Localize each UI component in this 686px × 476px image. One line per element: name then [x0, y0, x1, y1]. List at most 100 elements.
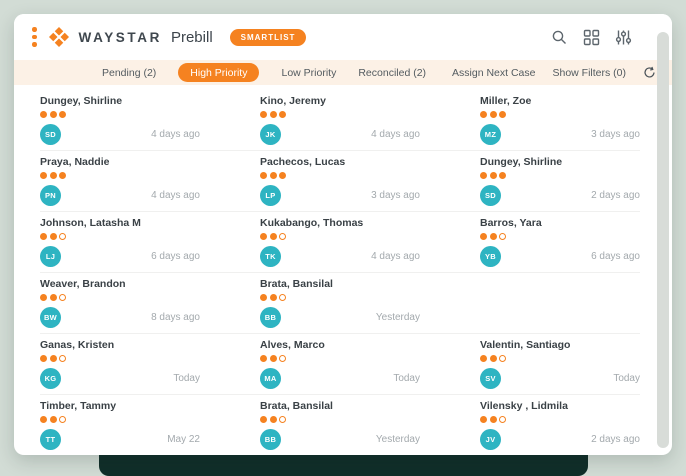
grid-view-icon[interactable]: [583, 29, 600, 46]
avatar[interactable]: SD: [480, 185, 501, 206]
avatar[interactable]: LJ: [40, 246, 61, 267]
avatar[interactable]: LP: [260, 185, 281, 206]
case-timestamp: 6 days ago: [591, 251, 640, 262]
case-card[interactable]: Dungey, Shirline SD 4 days ago: [40, 95, 200, 145]
card-footer: LP 3 days ago: [260, 185, 420, 206]
case-card[interactable]: Brata, Bansilal BB Yesterday: [260, 278, 420, 328]
case-timestamp: May 22: [167, 434, 200, 445]
tab[interactable]: Reconciled (2): [358, 64, 426, 82]
header-actions: [551, 29, 632, 46]
sliders-filter-icon[interactable]: [615, 29, 632, 46]
case-card[interactable]: Barros, Yara YB 6 days ago: [480, 217, 640, 267]
priority-dots: [480, 354, 640, 362]
patient-name: Barros, Yara: [480, 217, 542, 229]
card-row: Dungey, Shirline SD 4 days ago Kino, Jer…: [40, 90, 640, 151]
patient-name: Dungey, Shirline: [40, 95, 123, 107]
tab-label: Reconciled (2): [358, 66, 427, 79]
tab-label: High Priority: [190, 66, 248, 79]
avatar[interactable]: BW: [40, 307, 61, 328]
avatar[interactable]: JK: [260, 124, 281, 145]
case-card[interactable]: Vilensky , Lidmila JV 2 days ago: [480, 400, 640, 450]
case-card[interactable]: Alves, Marco MA Today: [260, 339, 420, 389]
case-card[interactable]: Ganas, Kristen KG Today: [40, 339, 200, 389]
avatar[interactable]: SV: [480, 368, 501, 389]
refresh-icon[interactable]: [643, 66, 656, 79]
card-footer: JV 2 days ago: [480, 429, 640, 450]
card-footer: MA Today: [260, 368, 420, 389]
avatar[interactable]: BB: [260, 307, 281, 328]
avatar[interactable]: TT: [40, 429, 61, 450]
avatar[interactable]: JV: [480, 429, 501, 450]
patient-name: Brata, Bansilal: [260, 400, 333, 412]
case-timestamp: Today: [613, 373, 640, 384]
case-card[interactable]: Weaver, Brandon BW 8 days ago: [40, 278, 200, 328]
card-footer: LJ 6 days ago: [40, 246, 200, 267]
case-card[interactable]: Miller, Zoe MZ 3 days ago: [480, 95, 640, 145]
avatar[interactable]: MZ: [480, 124, 501, 145]
tab[interactable]: Pending (2): [102, 64, 156, 82]
case-timestamp: 8 days ago: [151, 312, 200, 323]
priority-dots: [480, 110, 640, 118]
card-footer: SD 4 days ago: [40, 124, 200, 145]
priority-dots: [260, 110, 420, 118]
case-card[interactable]: Timber, Tammy TT May 22: [40, 400, 200, 450]
card-footer: MZ 3 days ago: [480, 124, 640, 145]
avatar[interactable]: KG: [40, 368, 61, 389]
case-card[interactable]: Brata, Bansilal BB Yesterday: [260, 400, 420, 450]
patient-name: Kukabango, Thomas: [260, 217, 364, 229]
priority-dots: [40, 110, 200, 118]
case-timestamp: Today: [393, 373, 420, 384]
search-icon[interactable]: [551, 29, 568, 46]
case-timestamp: 4 days ago: [371, 129, 420, 140]
scrollbar-track[interactable]: [657, 32, 669, 448]
priority-dots: [260, 293, 420, 301]
priority-dots: [480, 415, 640, 423]
avatar[interactable]: TK: [260, 246, 281, 267]
patient-name: Miller, Zoe: [480, 95, 532, 107]
priority-dots: [260, 171, 420, 179]
avatar[interactable]: SD: [40, 124, 61, 145]
avatar[interactable]: MA: [260, 368, 281, 389]
patient-name: Ganas, Kristen: [40, 339, 115, 351]
patient-name: Alves, Marco: [260, 339, 325, 351]
card-footer: SD 2 days ago: [480, 185, 640, 206]
assign-next-case-button[interactable]: Assign Next Case: [452, 66, 536, 79]
priority-dots: [480, 232, 640, 240]
tab-bar: Pending (2) High Priority Low Priority R…: [14, 60, 672, 85]
avatar[interactable]: YB: [480, 246, 501, 267]
kebab-menu-icon[interactable]: [32, 27, 37, 47]
patient-name: Timber, Tammy: [40, 400, 117, 412]
priority-dots: [260, 232, 420, 240]
device-stand: [99, 452, 588, 476]
case-card[interactable]: Pachecos, Lucas LP 3 days ago: [260, 156, 420, 206]
case-timestamp: Yesterday: [375, 312, 420, 323]
patient-name: Pachecos, Lucas: [260, 156, 346, 168]
case-timestamp: 3 days ago: [371, 190, 420, 201]
case-card[interactable]: Praya, Naddie PN 4 days ago: [40, 156, 200, 206]
tab[interactable]: High Priority: [178, 63, 260, 82]
case-card[interactable]: Johnson, Latasha M LJ 6 days ago: [40, 217, 200, 267]
card-row: Weaver, Brandon BW 8 days ago Brata, Ban…: [40, 273, 640, 334]
priority-dots: [260, 354, 420, 362]
case-card[interactable]: Valentin, Santiago SV Today: [480, 339, 640, 389]
case-card-grid: Dungey, Shirline SD 4 days ago Kino, Jer…: [14, 90, 672, 455]
tab-label: Pending (2): [102, 66, 157, 79]
card-footer: YB 6 days ago: [480, 246, 640, 267]
tab-label: Low Priority: [281, 66, 337, 79]
avatar[interactable]: PN: [40, 185, 61, 206]
card-footer: PN 4 days ago: [40, 185, 200, 206]
show-filters-button[interactable]: Show Filters (0): [552, 66, 626, 79]
card-footer: BB Yesterday: [260, 307, 420, 328]
case-card[interactable]: Kukabango, Thomas TK 4 days ago: [260, 217, 420, 267]
priority-dots: [480, 171, 640, 179]
tab[interactable]: Low Priority: [281, 64, 336, 82]
case-card[interactable]: Kino, Jeremy JK 4 days ago: [260, 95, 420, 145]
case-timestamp: Yesterday: [375, 434, 420, 445]
avatar[interactable]: BB: [260, 429, 281, 450]
card-footer: BB Yesterday: [260, 429, 420, 450]
card-footer: TT May 22: [40, 429, 200, 450]
priority-dots: [40, 232, 200, 240]
case-card[interactable]: Dungey, Shirline SD 2 days ago: [480, 156, 640, 206]
brand-wordmark: WAYSTAR: [78, 29, 162, 45]
priority-dots: [40, 415, 200, 423]
